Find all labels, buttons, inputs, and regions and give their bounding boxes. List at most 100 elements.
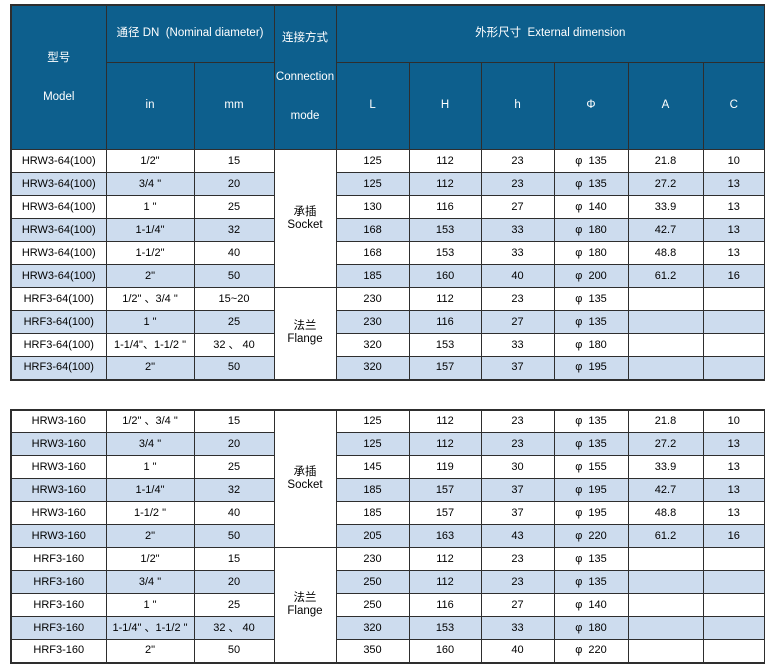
cell-C [702, 639, 765, 663]
col-header-mm: mm [193, 61, 275, 151]
cell-in: 1-1/4"、1-1/2 " [105, 333, 195, 357]
cell-H: 160 [408, 264, 482, 288]
cell-phi: φ 180 [553, 333, 629, 357]
table-row: HRW3-64(100) 2" 50 185 160 40 φ 200 61.2 16 [10, 264, 765, 288]
table-row: HRW3-64(100) 3/4 " 20 125 112 23 φ 135 27.2 13 [10, 172, 765, 196]
cell-L: 125 [335, 149, 410, 173]
cell-C [702, 333, 765, 357]
table-row: HRW3-64(100) 1-1/4" 32 168 153 33 φ 180 42.7 13 [10, 218, 765, 242]
cell-H: 112 [408, 432, 482, 456]
spec-table-hrw3-160: HRW3-160 1/2" 、3/4 " 15 承插 Socket 125 112 23 φ 1… [10, 408, 765, 664]
cell-phi: φ 135 [553, 432, 629, 456]
col-header-model-en: Model [43, 90, 75, 103]
cell-h: 23 [480, 432, 555, 456]
table-row: HRF3-64(100) 1 " 25 230 116 27 φ 135 [10, 310, 765, 334]
cell-in: 3/4 " [105, 570, 195, 594]
cell-H: 112 [408, 149, 482, 173]
cell-h: 33 [480, 616, 555, 640]
cell-C [702, 356, 765, 380]
connection-mode-zh: 法兰 [293, 591, 317, 604]
col-header-in: in [105, 61, 195, 151]
cell-model: HRF3-64(100) [10, 287, 107, 311]
cell-L: 125 [335, 409, 410, 433]
cell-C: 13 [702, 195, 765, 219]
cell-C [702, 570, 765, 594]
cell-A [627, 593, 704, 617]
cell-in: 1-1/2 " [105, 501, 195, 525]
cell-phi: φ 135 [553, 310, 629, 334]
cell-L: 185 [335, 478, 410, 502]
cell-h: 23 [480, 409, 555, 433]
cell-h: 27 [480, 593, 555, 617]
cell-L: 145 [335, 455, 410, 479]
cell-phi: φ 195 [553, 356, 629, 380]
cell-L: 320 [335, 333, 410, 357]
table-row: HRW3-160 1-1/4" 32 185 157 37 φ 195 42.7 13 [10, 478, 765, 502]
cell-model: HRF3-64(100) [10, 356, 107, 380]
cell-C [702, 616, 765, 640]
cell-A: 21.8 [627, 149, 704, 173]
cell-A [627, 616, 704, 640]
cell-mm: 50 [193, 639, 275, 663]
cell-H: 157 [408, 356, 482, 380]
cell-mm: 15 [193, 149, 275, 173]
cell-H: 112 [408, 172, 482, 196]
cell-phi: φ 135 [553, 547, 629, 571]
cell-in: 2" [105, 356, 195, 380]
col-header-L: L [335, 61, 410, 151]
connection-mode-en: Socket [287, 218, 323, 231]
cell-model: HRW3-160 [10, 501, 107, 525]
table-row: HRF3-160 1-1/4" 、1-1/2 " 32 、 40 320 153 33 φ … [10, 616, 765, 640]
cell-h: 23 [480, 287, 555, 311]
cell-mm: 50 [193, 524, 275, 548]
connection-mode-cell: 承插 Socket [273, 409, 337, 548]
cell-H: 160 [408, 639, 482, 663]
cell-model: HRW3-64(100) [10, 195, 107, 219]
table-body-64-100: HRW3-64(100) 1/2" 15 承插 Socket 125 112 23 φ 135 2… [10, 149, 765, 380]
cell-model: HRW3-64(100) [10, 172, 107, 196]
cell-C: 13 [702, 218, 765, 242]
cell-in: 1 " [105, 455, 195, 479]
cell-in: 2" [105, 639, 195, 663]
cell-in: 2" [105, 524, 195, 548]
cell-phi: φ 135 [553, 409, 629, 433]
cell-A [627, 639, 704, 663]
connection-mode-cell: 法兰 Flange [273, 287, 337, 380]
col-header-connection-en2: mode [290, 110, 320, 122]
cell-h: 23 [480, 547, 555, 571]
col-header-h: h [480, 61, 555, 151]
cell-model: HRF3-160 [10, 616, 107, 640]
cell-mm: 25 [193, 455, 275, 479]
cell-L: 250 [335, 570, 410, 594]
cell-A [627, 547, 704, 571]
cell-phi: φ 155 [553, 455, 629, 479]
cell-phi: φ 135 [553, 172, 629, 196]
cell-h: 40 [480, 264, 555, 288]
cell-model: HRW3-160 [10, 478, 107, 502]
table-row: HRW3-160 2" 50 205 163 43 φ 220 61.2 16 [10, 524, 765, 548]
cell-h: 37 [480, 356, 555, 380]
col-header-dn: 通径 DN (Nominal diameter) [105, 4, 275, 63]
cell-in: 1/2" [105, 547, 195, 571]
cell-C: 10 [702, 149, 765, 173]
table-row: HRW3-160 1-1/2 " 40 185 157 37 φ 195 48.8 13 [10, 501, 765, 525]
cell-L: 230 [335, 310, 410, 334]
col-header-external-dimension: 外形尺寸 External dimension [335, 4, 765, 63]
table-row: HRW3-160 1 " 25 145 119 30 φ 155 33.9 13 [10, 455, 765, 479]
cell-h: 23 [480, 172, 555, 196]
col-header-model: 型号 Model [10, 4, 107, 150]
cell-mm: 50 [193, 356, 275, 380]
cell-mm: 25 [193, 593, 275, 617]
cell-h: 33 [480, 333, 555, 357]
cell-h: 33 [480, 218, 555, 242]
cell-H: 116 [408, 593, 482, 617]
cell-in: 1/2" 、3/4 " [105, 409, 195, 433]
cell-A: 48.8 [627, 501, 704, 525]
cell-model: HRW3-160 [10, 524, 107, 548]
cell-H: 153 [408, 241, 482, 265]
cell-A [627, 310, 704, 334]
cell-model: HRW3-64(100) [10, 149, 107, 173]
cell-mm: 25 [193, 310, 275, 334]
cell-phi: φ 135 [553, 287, 629, 311]
cell-phi: φ 180 [553, 616, 629, 640]
